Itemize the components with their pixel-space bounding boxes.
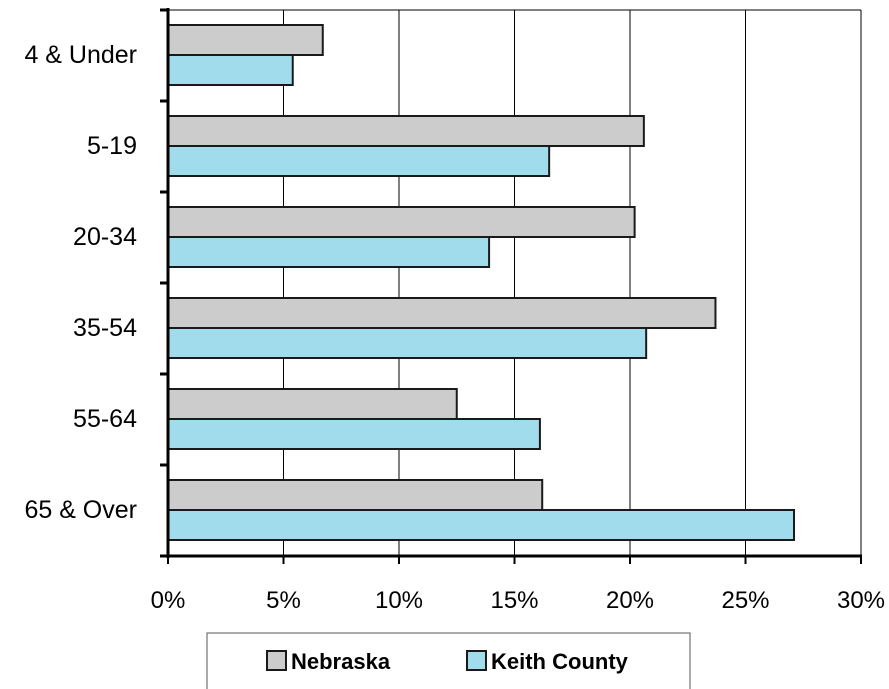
bar-keith-county-1 [167,145,551,177]
legend: Nebraska Keith County [206,632,691,689]
category-label: 65 & Over [24,496,137,524]
bar-nebraska-4 [167,388,458,420]
category-label: 55-64 [73,405,137,433]
bar-keith-county-5 [167,509,796,541]
legend-label-nebraska: Nebraska [291,649,391,674]
x-tick-label: 0% [151,587,186,614]
legend-swatch-nebraska [266,650,287,671]
x-tick-label: 5% [266,587,301,614]
x-tick-label: 30% [837,587,885,614]
bars [167,24,796,541]
category-label: 5-19 [87,132,137,160]
x-tick-label: 15% [490,587,538,614]
category-label: 35-54 [73,314,137,342]
gridlines [168,9,862,556]
x-tick-label: 25% [721,587,769,614]
bar-nebraska-2 [167,206,636,238]
legend-label-keith-county: Keith County [491,649,629,674]
legend-box [206,632,691,689]
legend-swatch-keith-county [466,650,487,671]
bar-nebraska-3 [167,297,717,329]
axes [160,8,862,564]
bar-keith-county-0 [167,54,294,86]
bar-nebraska-5 [167,479,544,511]
category-labels: 4 & Under 5-19 20-34 35-54 55-64 65 & Over [24,41,137,524]
bar-keith-county-3 [167,327,648,359]
x-tick-label: 20% [606,587,654,614]
bar-keith-county-2 [167,236,491,268]
x-tick-label: 10% [375,587,423,614]
tick-labels: 0% 5% 10% 15% 20% 25% 30% [151,587,885,614]
bar-nebraska-1 [167,115,645,147]
bar-nebraska-0 [167,24,324,56]
category-label: 20-34 [73,223,137,251]
category-label: 4 & Under [24,41,137,69]
bar-keith-county-4 [167,418,541,450]
